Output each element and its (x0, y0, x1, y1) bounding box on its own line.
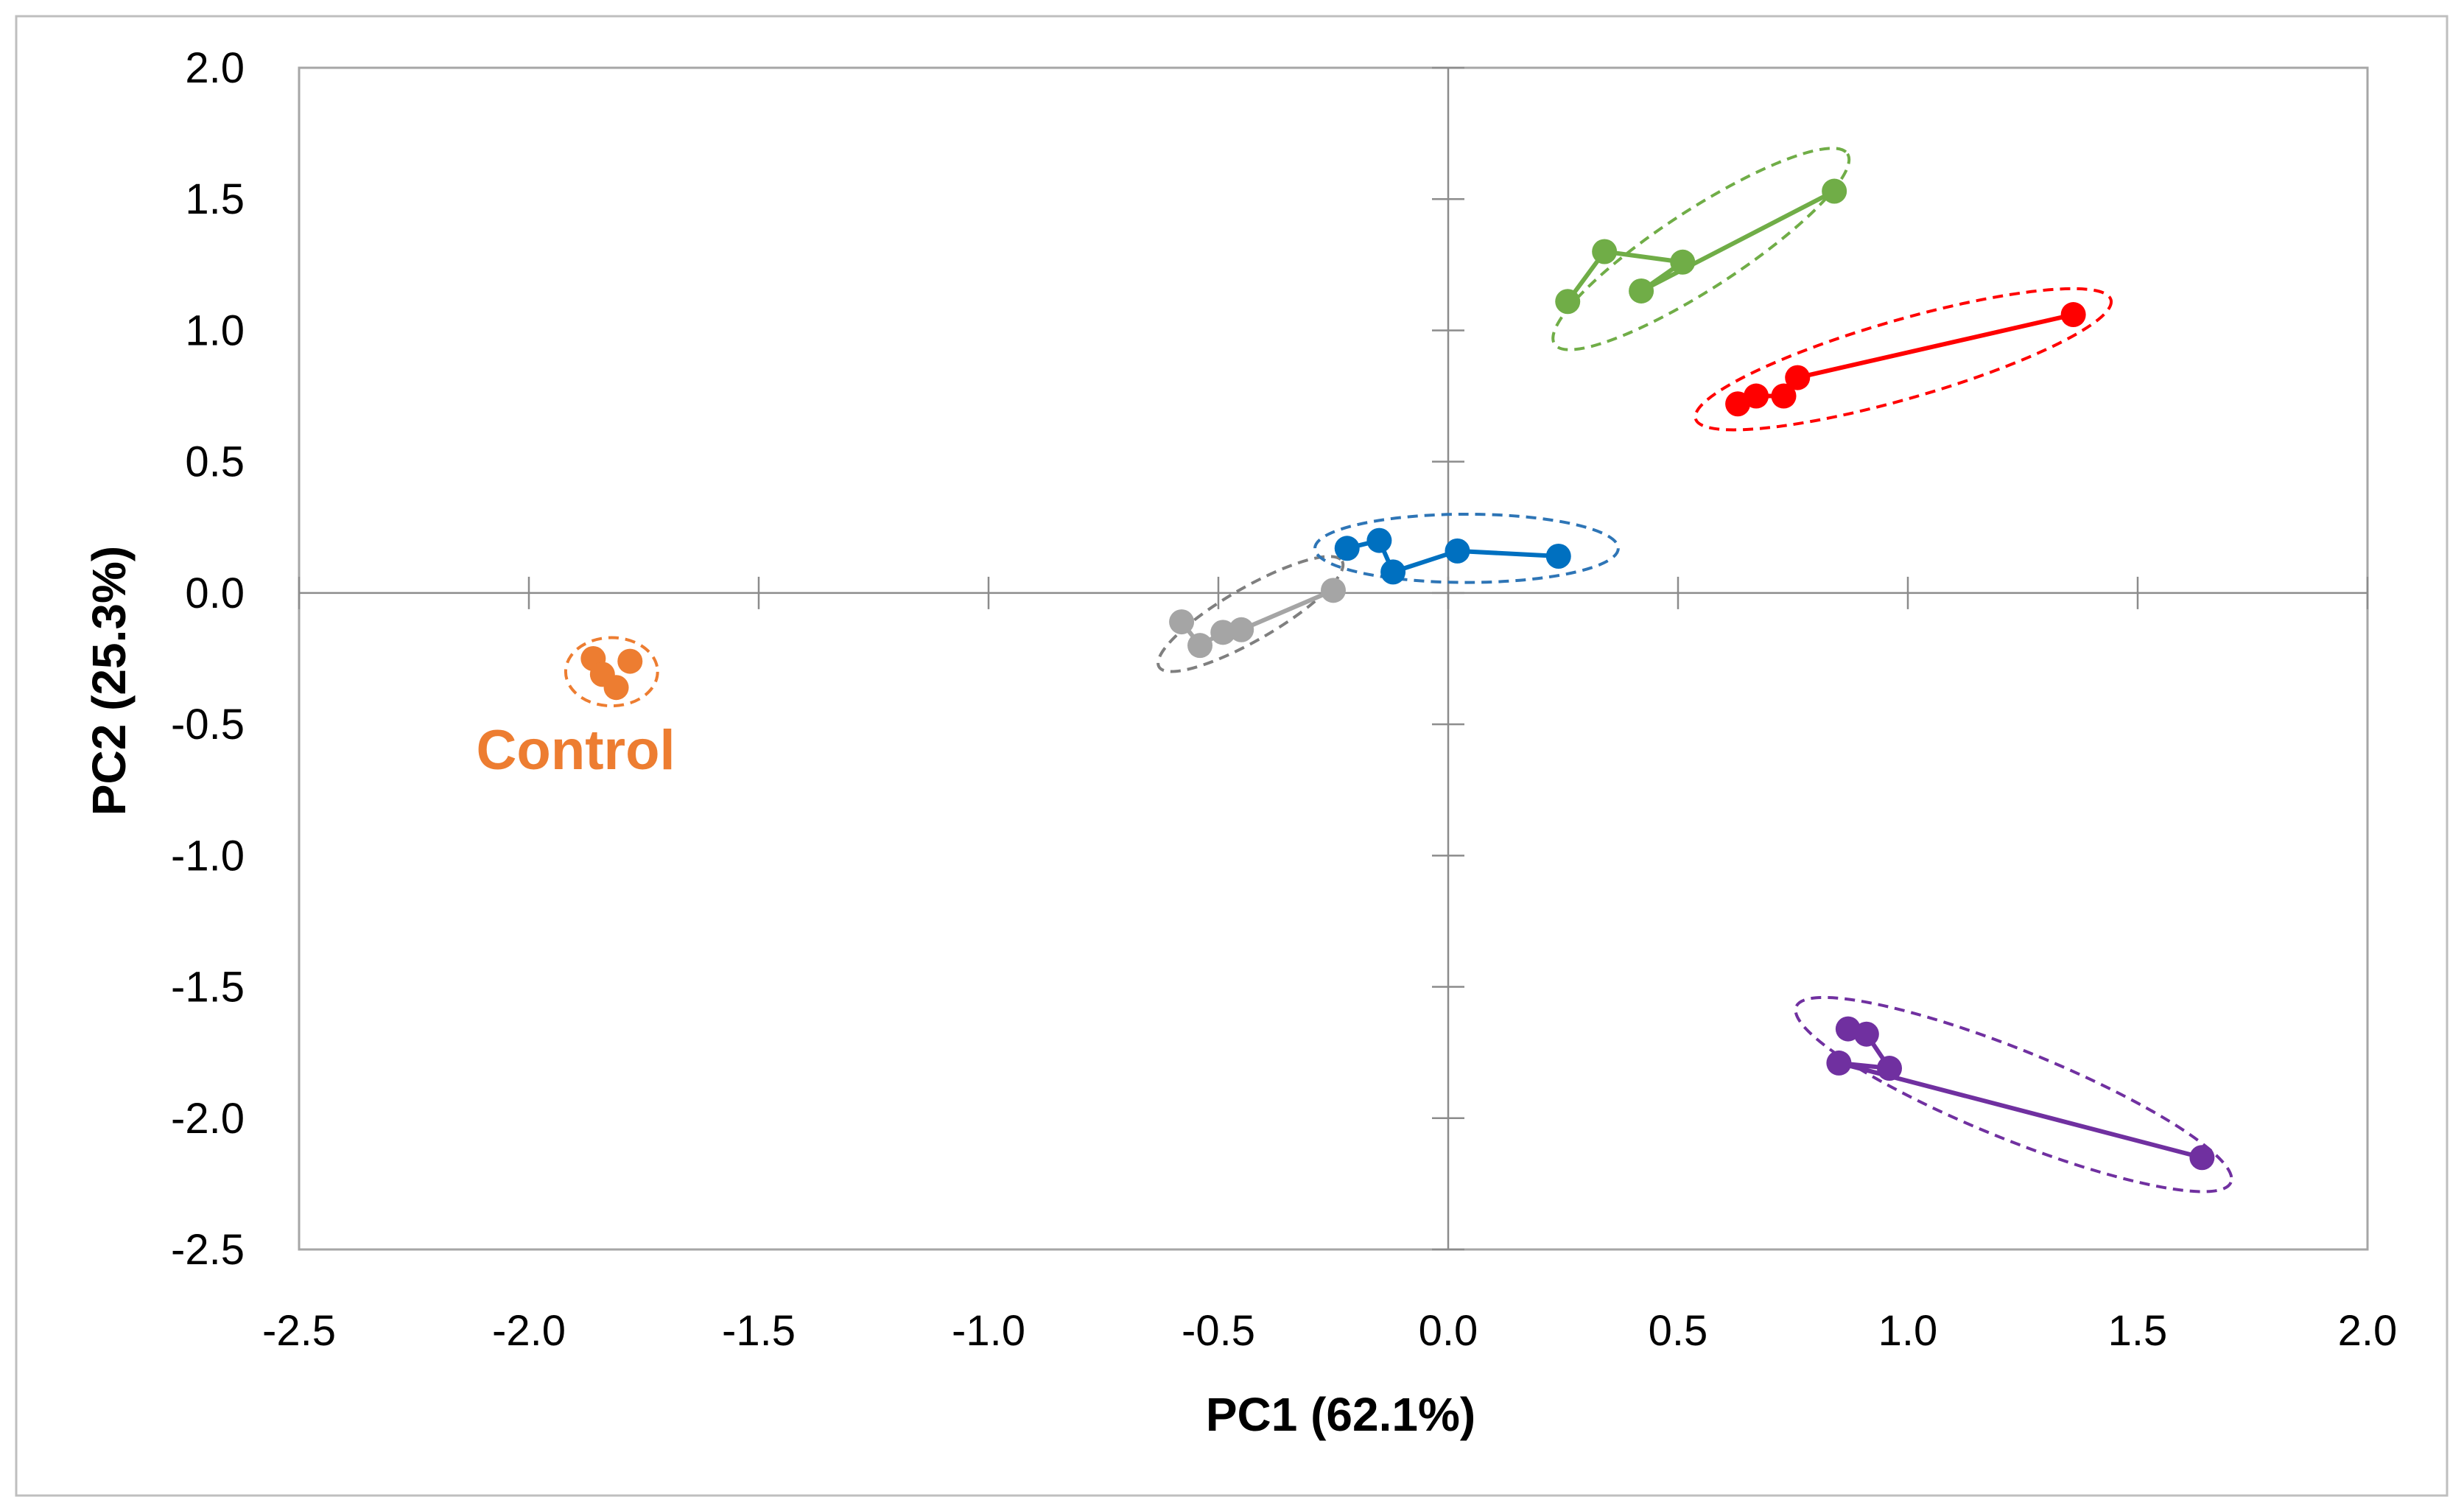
red-group-ellipse (1693, 287, 2113, 432)
red-group-point (1744, 383, 1769, 409)
blue-group-ellipse (1313, 512, 1620, 584)
grey-group-point (1321, 578, 1346, 603)
y-tick-label: -1.0 (171, 832, 245, 880)
x-tick-label: 0.5 (1649, 1307, 1708, 1355)
control-point (617, 648, 643, 674)
green-group-point (1822, 178, 1847, 204)
purple-group-ellipse (1794, 995, 2233, 1193)
red-group-point (1785, 365, 1811, 390)
blue-group-series (1334, 527, 1571, 585)
green-group-point (1629, 278, 1654, 304)
green-group-series (1555, 178, 1847, 315)
y-axis-title: PC2 (25.3%) (83, 546, 136, 816)
data-series (580, 178, 2215, 1171)
y-tick-label: -1.5 (171, 964, 245, 1012)
control-point (603, 675, 629, 701)
control-ellipse (564, 636, 659, 708)
cluster-ellipses (564, 147, 2233, 1193)
grey-group-point (1229, 617, 1254, 642)
y-tick-label: 1.0 (185, 306, 245, 354)
x-tick-label: 0.0 (1419, 1307, 1478, 1355)
blue-group-point (1545, 543, 1571, 569)
y-axis-ticks: 2.0 1.5 1.0 0.5 0.0 -0.5 -1.0 -1.5 -2.0 -2.5 (171, 44, 1464, 1274)
y-tick-label: 0.0 (185, 569, 245, 617)
blue-group-point (1380, 559, 1406, 585)
chart-frame (15, 15, 2449, 1497)
x-tick-label: -2.5 (262, 1307, 336, 1355)
blue-group-point (1445, 538, 1470, 564)
x-axis-ticks: -2.5 -2.0 -1.5 -1.0 -0.5 0.0 0.5 1.0 1.5 2.0 (262, 576, 2398, 1355)
red-group-series (1725, 302, 2086, 417)
control-series (580, 646, 643, 701)
y-tick-label: -2.5 (171, 1226, 245, 1274)
purple-group-point (1877, 1056, 1903, 1081)
red-group-point (2060, 302, 2086, 328)
purple-group-point (1853, 1021, 1879, 1047)
grey-group-point (1169, 609, 1195, 635)
grey-group-series (1169, 578, 1346, 659)
control-annotation: Control (477, 719, 675, 782)
purple-group-point (2189, 1145, 2215, 1171)
red-group-point (1771, 383, 1797, 409)
blue-group-point (1334, 536, 1360, 561)
y-tick-label: 1.5 (185, 175, 245, 223)
x-tick-label: 1.0 (1878, 1307, 1938, 1355)
x-tick-label: 1.5 (2108, 1307, 2168, 1355)
y-tick-label: -0.5 (171, 701, 245, 749)
x-tick-label: -2.0 (492, 1307, 566, 1355)
purple-group-series (1826, 1016, 2215, 1171)
x-axis-title: PC1 (62.1%) (1206, 1388, 1475, 1441)
green-group-point (1670, 249, 1696, 275)
purple-group-point (1826, 1050, 1852, 1076)
x-tick-label: -1.0 (952, 1307, 1025, 1355)
grey-group-point (1187, 633, 1213, 659)
grey-group-point (1210, 620, 1236, 645)
plot-area (298, 66, 2369, 1251)
y-tick-label: -2.0 (171, 1095, 245, 1143)
grey-group-ellipse (1156, 555, 1345, 673)
y-tick-label: 0.5 (185, 438, 245, 486)
green-group-ellipse (1551, 147, 1851, 351)
green-group-point (1592, 239, 1618, 264)
blue-group-point (1366, 527, 1392, 553)
green-group-point (1555, 289, 1581, 315)
y-tick-label: 2.0 (185, 44, 245, 92)
x-tick-label: -0.5 (1182, 1307, 1255, 1355)
x-tick-label: -1.5 (722, 1307, 796, 1355)
x-tick-label: 2.0 (2338, 1307, 2398, 1355)
